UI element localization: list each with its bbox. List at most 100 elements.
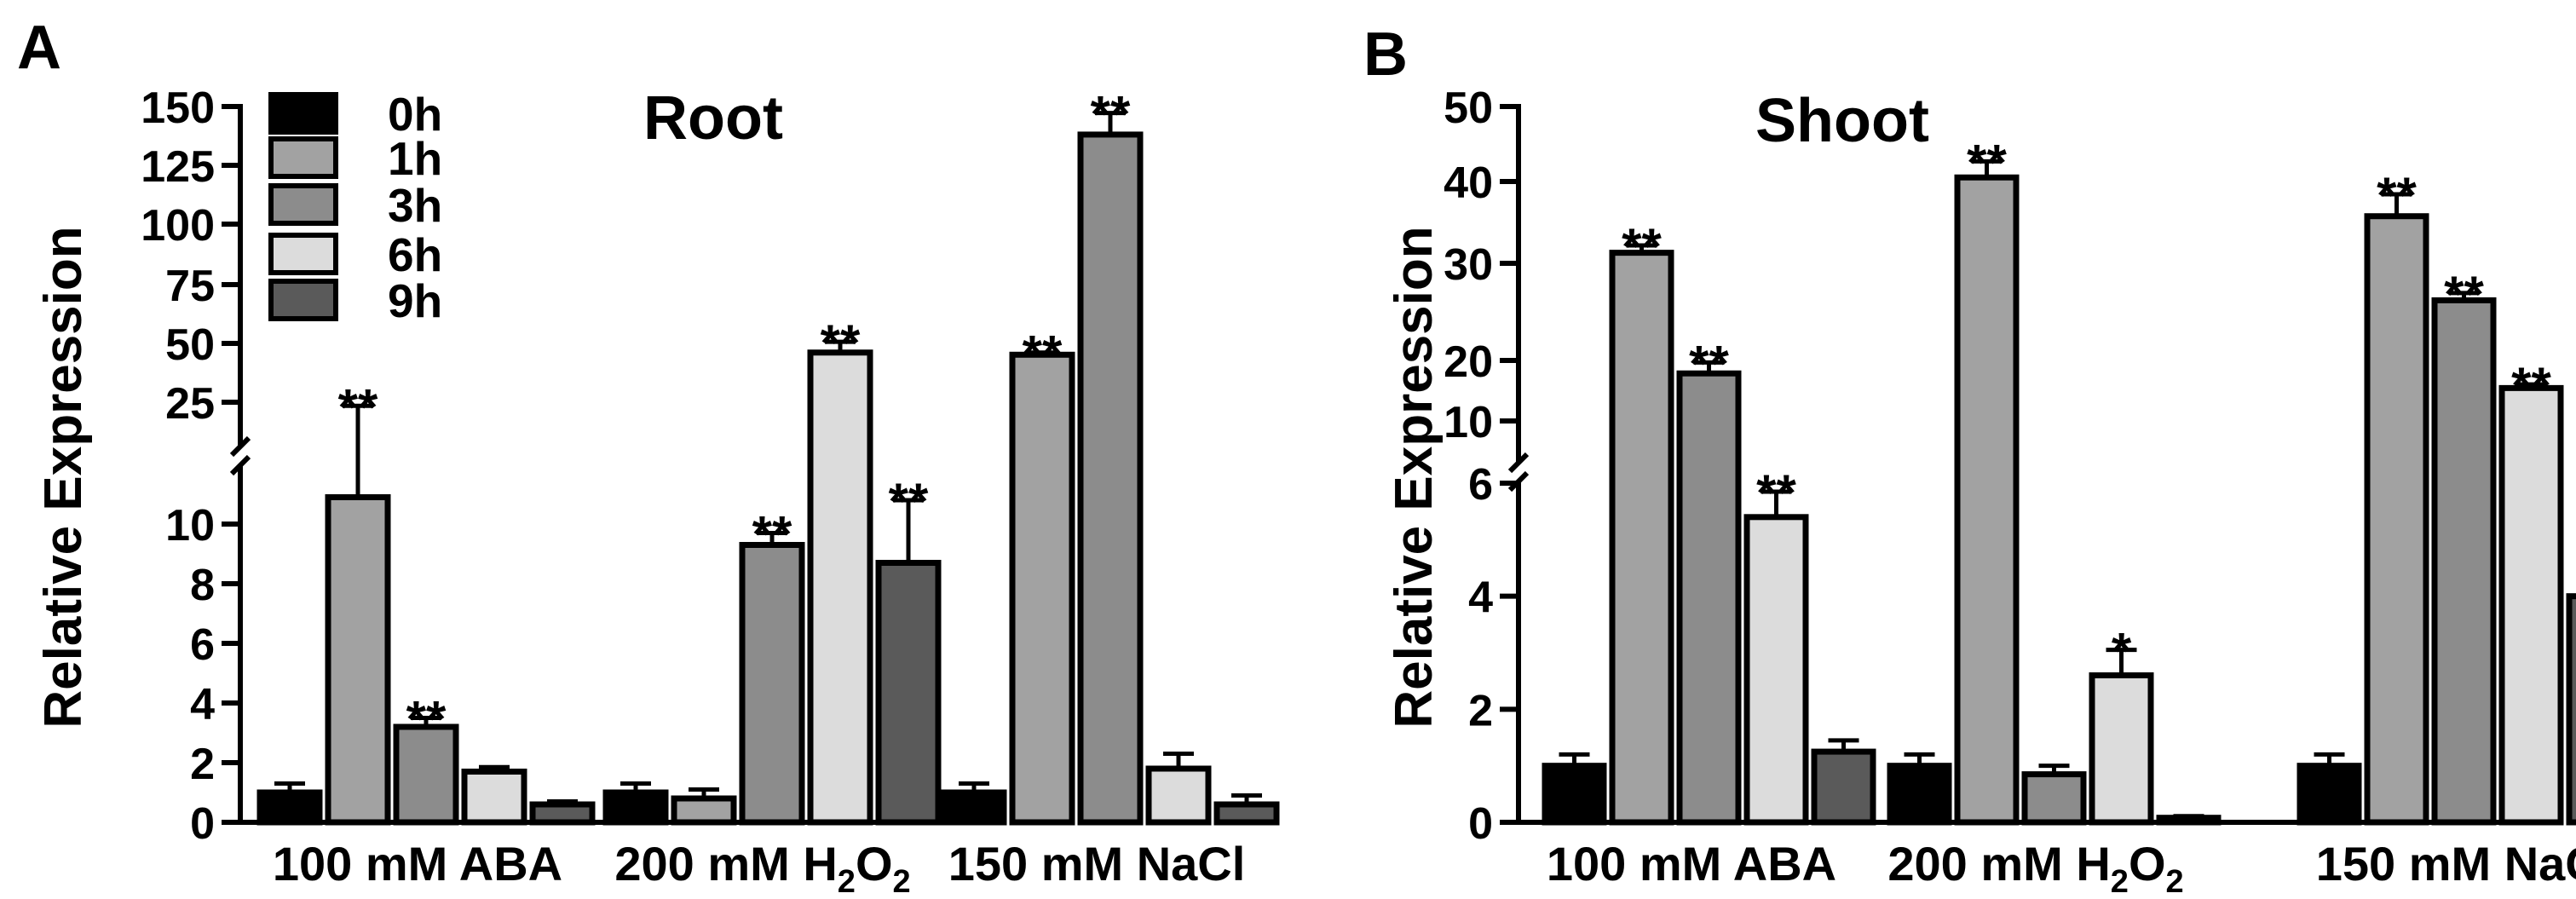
legend-swatch-6h xyxy=(268,233,338,275)
y-tick-label: 4 xyxy=(190,680,215,729)
category-label-main: 150 mM NaCl xyxy=(2316,837,2576,890)
category-label-subscript: 2 xyxy=(2166,864,2184,895)
category-label: 100 mM ABA xyxy=(273,837,562,890)
category-label-subscript: 2 xyxy=(893,864,911,895)
legend-label-9h: 9h xyxy=(388,274,442,327)
panel-label-A: A xyxy=(17,14,61,82)
y-tick-label: 2 xyxy=(1468,686,1493,735)
bar-1h-2 xyxy=(2364,213,2429,826)
y-tick-label: 6 xyxy=(1468,460,1493,510)
legend-label-0h: 0h xyxy=(388,88,442,141)
chart-title: Shoot xyxy=(1755,87,1929,155)
bar-6h-0 xyxy=(461,769,527,826)
bar-6h-2 xyxy=(2498,384,2564,826)
y-tick-label: 0 xyxy=(1468,799,1493,849)
panel-A: A Root Relative Expression 0 2 4 6 8 10 25 50 75 100… xyxy=(17,14,1280,899)
significance-marker: ** xyxy=(338,378,378,435)
y-tick-label: 4 xyxy=(1468,573,1493,623)
chart-title: Root xyxy=(643,84,783,153)
bar-9h-0 xyxy=(1811,748,1876,826)
y-tick-label: 75 xyxy=(165,262,215,311)
y-tick-label: 50 xyxy=(1444,84,1493,133)
bar-1h-1 xyxy=(1954,174,2020,826)
y-axis-label: Relative Expression xyxy=(1385,226,1444,728)
category-label: 200 mM H2O2 xyxy=(614,837,910,895)
y-tick-label: 40 xyxy=(1444,158,1493,208)
y-tick-label: 10 xyxy=(1444,398,1493,447)
y-tick-label: 125 xyxy=(141,142,215,192)
y-tick-label: 2 xyxy=(190,740,215,789)
significance-marker: ** xyxy=(889,473,929,530)
bar-3h-2 xyxy=(1077,131,1144,826)
bar-0h-2 xyxy=(941,789,1007,826)
bar-6h-1 xyxy=(807,349,873,826)
bar-6h-2 xyxy=(1145,765,1212,826)
legend-swatch-3h xyxy=(268,183,338,226)
bar-0h-1 xyxy=(1887,763,1952,826)
category-label: 100 mM ABA xyxy=(1547,837,1836,890)
category-label-main: O xyxy=(856,837,893,890)
category-label-subscript: 2 xyxy=(838,864,856,895)
y-tick-label: 100 xyxy=(141,201,215,251)
significance-marker: ** xyxy=(2511,357,2551,414)
legend-swatch-1h xyxy=(268,136,338,179)
y-tick-label: 6 xyxy=(190,620,215,670)
y-tick-label: 0 xyxy=(190,799,215,849)
significance-marker: ** xyxy=(2377,167,2417,224)
bar-9h-2 xyxy=(2566,593,2576,826)
y-tick-label: 150 xyxy=(141,84,215,133)
significance-marker: ** xyxy=(752,506,792,563)
bar-1h-0 xyxy=(325,494,391,826)
significance-marker: ** xyxy=(1023,326,1063,383)
y-tick-label: 8 xyxy=(190,561,215,610)
y-tick-label: 25 xyxy=(165,379,215,429)
y-tick-label: 30 xyxy=(1444,240,1493,290)
legend-swatch-9h xyxy=(268,279,338,321)
category-label-main: 200 mM H xyxy=(1887,837,2110,890)
bar-6h-0 xyxy=(1743,514,1809,826)
axis-break-mark xyxy=(1507,452,1530,474)
significance-marker: ** xyxy=(406,691,447,748)
category-label: 200 mM H2O2 xyxy=(1887,837,2183,895)
bar-9h-1 xyxy=(2156,815,2222,826)
significance-marker: ** xyxy=(1967,134,2007,191)
panel-label-B: B xyxy=(1363,20,1408,89)
bar-1h-1 xyxy=(671,795,737,826)
category-label-main: 150 mM NaCl xyxy=(948,837,1246,890)
bar-9h-0 xyxy=(529,801,596,826)
significance-marker: * xyxy=(2112,623,2132,680)
bar-0h-0 xyxy=(1542,763,1607,826)
legend-label-3h: 3h xyxy=(388,179,442,232)
bar-3h-2 xyxy=(2431,297,2497,826)
category-label-main: 100 mM ABA xyxy=(1547,837,1836,890)
y-axis-label: Relative Expression xyxy=(34,226,93,728)
bar-3h-0 xyxy=(393,723,459,826)
bar-0h-0 xyxy=(256,789,323,826)
significance-marker: ** xyxy=(1622,218,1662,275)
bar-0h-1 xyxy=(602,789,669,826)
legend-label-6h: 6h xyxy=(388,228,442,281)
bar-9h-1 xyxy=(875,560,942,826)
significance-marker: ** xyxy=(1756,464,1796,522)
bar-3h-1 xyxy=(739,542,805,826)
panel-B: B Shoot Relative Expression 0 2 4 6 10 20 30 40 50 1… xyxy=(1363,20,2576,899)
bar-6h-1 xyxy=(2089,672,2154,826)
bar-3h-1 xyxy=(2021,771,2087,826)
y-tick-label: 50 xyxy=(165,320,215,370)
significance-marker: ** xyxy=(2444,266,2484,323)
significance-marker: ** xyxy=(1689,335,1729,392)
bar-3h-0 xyxy=(1676,370,1742,826)
significance-marker: ** xyxy=(1091,86,1131,143)
category-label-main: 100 mM ABA xyxy=(273,837,562,890)
bar-0h-2 xyxy=(2297,763,2362,826)
category-label-main: 200 mM H xyxy=(614,837,837,890)
legend-swatch-0h xyxy=(268,92,338,135)
axis-break-mark xyxy=(229,454,251,476)
bar-1h-2 xyxy=(1009,351,1075,826)
axis-break-mark xyxy=(229,435,251,458)
category-label-main: O xyxy=(2129,837,2166,890)
bar-1h-0 xyxy=(1609,250,1674,826)
legend-label-1h: 1h xyxy=(388,132,442,185)
